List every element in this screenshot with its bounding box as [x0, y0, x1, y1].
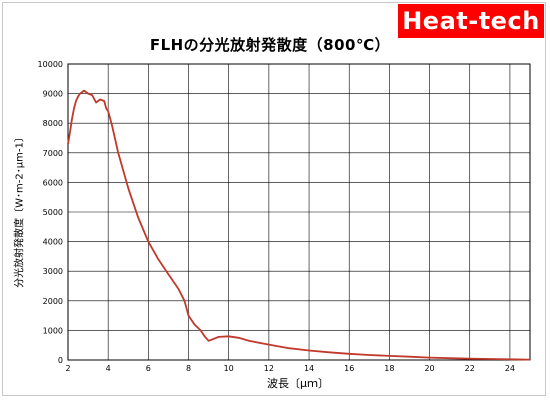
y-tick-label: 9000 — [43, 90, 63, 99]
y-tick-label: 4000 — [43, 238, 63, 247]
x-tick-label: 20 — [424, 364, 434, 373]
y-tick-label: 10000 — [38, 60, 63, 69]
x-tick-label: 12 — [264, 364, 274, 373]
x-tick-label: 10 — [224, 364, 234, 373]
series-line — [67, 89, 531, 361]
x-axis-label: 波長〔μｍ〕 — [267, 377, 329, 390]
y-tick-label: 5000 — [43, 208, 63, 217]
y-tick-label: 1000 — [43, 326, 63, 335]
y-tick-label: 8000 — [43, 119, 63, 128]
y-tick-labels: 0 1000 2000 3000 4000 5000 6000 7000 8000 9000 100… — [38, 60, 63, 365]
brand-logo: Heat-tech — [398, 4, 544, 38]
grid-lines — [67, 63, 530, 361]
y-tick-label: 0 — [58, 356, 63, 365]
plot-area — [67, 63, 531, 361]
x-tick-label: 2 — [65, 364, 70, 373]
x-tick-label: 4 — [106, 364, 111, 373]
x-tick-labels: 2 4 6 8 10 12 14 16 18 20 22 24 — [65, 364, 515, 373]
y-tick-label: 7000 — [43, 149, 63, 158]
x-tick-label: 24 — [505, 364, 515, 373]
y-tick-label: 3000 — [43, 267, 63, 276]
x-tick-label: 6 — [146, 364, 151, 373]
x-tick-label: 22 — [465, 364, 475, 373]
chart-title: FLHの分光放射発散度（800℃） — [149, 36, 391, 54]
x-tick-label: 18 — [384, 364, 394, 373]
y-tick-label: 2000 — [43, 297, 63, 306]
x-tick-label: 16 — [344, 364, 354, 373]
chart-frame — [2, 2, 546, 396]
x-tick-label: 8 — [186, 364, 191, 373]
x-tick-label: 14 — [304, 364, 314, 373]
y-tick-label: 6000 — [43, 178, 63, 187]
